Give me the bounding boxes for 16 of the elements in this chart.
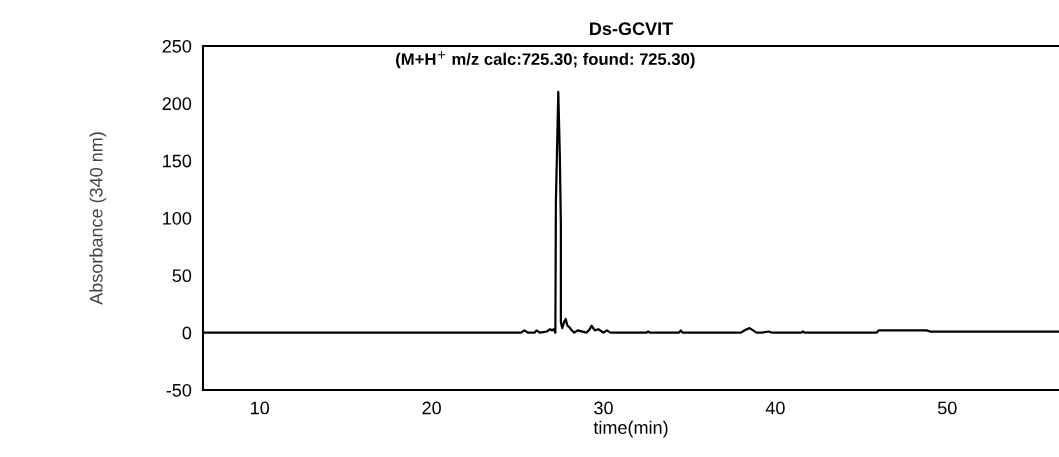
y-tick-label: 250 bbox=[162, 39, 192, 53]
y-tick-label: 200 bbox=[162, 97, 192, 111]
x-tick-label: 20 bbox=[422, 401, 441, 415]
y-tick-label: 50 bbox=[172, 269, 192, 283]
x-tick-label: 50 bbox=[937, 401, 957, 415]
x-axis-title: time(min) bbox=[593, 420, 668, 438]
chart-title: Ds-GCVIT bbox=[590, 22, 673, 36]
annotation: (M+H$^{+}$ m/z calc:725.30; found: 725.30) bbox=[396, 51, 695, 69]
y-axis-title: Absorbance (340 nm) bbox=[89, 132, 107, 305]
y-tick-label: 100 bbox=[163, 211, 192, 225]
y-tick-label: 0 bbox=[182, 326, 192, 340]
y-tick-label: 150 bbox=[163, 154, 192, 168]
x-tick-label: 10 bbox=[251, 401, 270, 415]
y-tick-label: -50 bbox=[166, 383, 192, 397]
x-tick-label: 30 bbox=[594, 401, 613, 415]
x-tick-label: 40 bbox=[765, 401, 785, 415]
